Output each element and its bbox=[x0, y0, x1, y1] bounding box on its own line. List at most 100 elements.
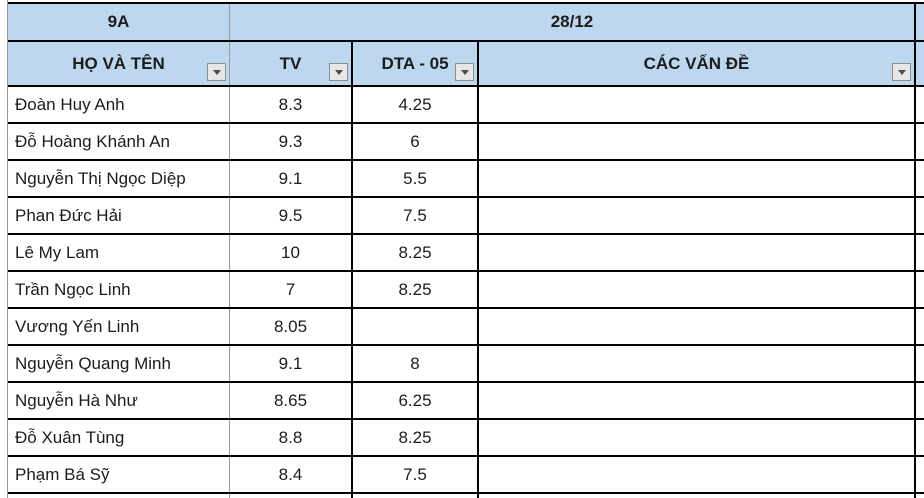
student-name: Đỗ Xuân Tùng bbox=[15, 427, 125, 447]
cell bbox=[479, 494, 916, 498]
table-row: Vương Yến Linh 8.05 bbox=[8, 309, 924, 346]
student-name-cell[interactable]: Đoàn Huy Anh bbox=[8, 87, 230, 122]
grade-table: 9A 28/12 HỌ VÀ TÊN TV DTA - 05 bbox=[7, 0, 924, 498]
header-row: HỌ VÀ TÊN TV DTA - 05 CÁC VẤN ĐỀ bbox=[8, 42, 924, 87]
filter-dropdown-button[interactable] bbox=[329, 63, 348, 81]
tv-score-cell[interactable]: 9.5 bbox=[230, 198, 353, 233]
tv-score: 8.05 bbox=[273, 316, 308, 336]
issues-cell[interactable] bbox=[479, 272, 916, 307]
table-row: Đoàn Huy Anh 8.3 4.25 bbox=[8, 87, 924, 124]
dta-score: 6.25 bbox=[398, 390, 432, 410]
date-label-cell[interactable]: 28/12 bbox=[230, 4, 916, 40]
cell bbox=[353, 494, 479, 498]
cutoff-cell bbox=[916, 124, 924, 159]
student-name: Đoàn Huy Anh bbox=[15, 94, 125, 114]
student-name-cell[interactable]: Đỗ Xuân Tùng bbox=[8, 420, 230, 455]
issues-cell[interactable] bbox=[479, 457, 916, 492]
class-label-cell[interactable]: 9A bbox=[8, 4, 230, 40]
header-label-name: HỌ VÀ TÊN bbox=[72, 53, 165, 73]
dta-score-cell[interactable]: 8.25 bbox=[353, 272, 479, 307]
table-row: Phan Đức Hải 9.5 7.5 bbox=[8, 198, 924, 235]
student-name-cell[interactable]: Phan Đức Hải bbox=[8, 198, 230, 233]
tv-score-cell[interactable]: 9.1 bbox=[230, 346, 353, 381]
chevron-down-icon bbox=[897, 69, 906, 75]
table-row: Nguyễn Hà Như 8.65 6.25 bbox=[8, 383, 924, 420]
tv-score-cell[interactable]: 8.4 bbox=[230, 457, 353, 492]
cell bbox=[916, 494, 924, 498]
tv-score: 9.5 bbox=[278, 205, 303, 225]
filter-dropdown-button[interactable] bbox=[455, 63, 474, 81]
cutoff-cell bbox=[916, 309, 924, 344]
student-name-cell[interactable]: Nguyễn Quang Minh bbox=[8, 346, 230, 381]
dta-score: 8 bbox=[410, 353, 420, 373]
dta-score-cell[interactable] bbox=[353, 309, 479, 344]
student-name-cell[interactable]: Nguyễn Hà Như bbox=[8, 383, 230, 418]
table-row: Phạm Bá Sỹ 8.4 7.5 bbox=[8, 457, 924, 494]
student-name-cell[interactable]: Vương Yến Linh bbox=[8, 309, 230, 344]
table-row: Đỗ Xuân Tùng 8.8 8.25 bbox=[8, 420, 924, 457]
table-row: Trần Ngọc Linh 7 8.25 bbox=[8, 272, 924, 309]
cutoff-cell bbox=[916, 346, 924, 381]
dta-score: 8.25 bbox=[398, 427, 432, 447]
issues-cell[interactable] bbox=[479, 198, 916, 233]
header-cell-name[interactable]: HỌ VÀ TÊN bbox=[8, 42, 230, 85]
issues-cell[interactable] bbox=[479, 235, 916, 270]
title-row: 9A 28/12 bbox=[8, 4, 924, 42]
student-name-cell[interactable]: Lê My Lam bbox=[8, 235, 230, 270]
header-cell-tv[interactable]: TV bbox=[230, 42, 353, 85]
cutoff-cell bbox=[916, 87, 924, 122]
dta-score-cell[interactable]: 8.25 bbox=[353, 235, 479, 270]
dta-score: 6 bbox=[410, 131, 420, 151]
tv-score-cell[interactable]: 8.3 bbox=[230, 87, 353, 122]
tv-score-cell[interactable]: 8.65 bbox=[230, 383, 353, 418]
header-cell-issues[interactable]: CÁC VẤN ĐỀ bbox=[479, 42, 916, 85]
student-name-cell[interactable]: Phạm Bá Sỹ bbox=[8, 457, 230, 492]
tv-score: 9.1 bbox=[278, 353, 303, 373]
student-name-cell[interactable]: Nguyễn Thị Ngọc Diệp bbox=[8, 161, 230, 196]
dta-score-cell[interactable]: 6 bbox=[353, 124, 479, 159]
cutoff-cell bbox=[916, 161, 924, 196]
dta-score-cell[interactable]: 7.5 bbox=[353, 457, 479, 492]
dta-score: 8.25 bbox=[398, 242, 432, 262]
issues-cell[interactable] bbox=[479, 124, 916, 159]
cutoff-cell bbox=[916, 383, 924, 418]
filter-dropdown-button[interactable] bbox=[207, 63, 226, 81]
dta-score-cell[interactable]: 4.25 bbox=[353, 87, 479, 122]
header-cell-dta[interactable]: DTA - 05 bbox=[353, 42, 479, 85]
tv-score-cell[interactable]: 9.1 bbox=[230, 161, 353, 196]
dta-score-cell[interactable]: 5.5 bbox=[353, 161, 479, 196]
dta-score-cell[interactable]: 6.25 bbox=[353, 383, 479, 418]
filter-dropdown-button[interactable] bbox=[892, 63, 911, 81]
cell bbox=[8, 494, 230, 498]
dta-score: 4.25 bbox=[398, 94, 432, 114]
cutoff-cell bbox=[916, 235, 924, 270]
table-row: Nguyễn Quang Minh 9.1 8 bbox=[8, 346, 924, 383]
dta-score-cell[interactable]: 8.25 bbox=[353, 420, 479, 455]
dta-score-cell[interactable]: 8 bbox=[353, 346, 479, 381]
header-label-tv: TV bbox=[279, 53, 302, 73]
tv-score-cell[interactable]: 9.3 bbox=[230, 124, 353, 159]
student-name: Đỗ Hoàng Khánh An bbox=[15, 131, 171, 151]
tv-score: 9.3 bbox=[278, 131, 303, 151]
tv-score-cell[interactable]: 10 bbox=[230, 235, 353, 270]
tv-score-cell[interactable]: 7 bbox=[230, 272, 353, 307]
issues-cell[interactable] bbox=[479, 420, 916, 455]
student-name-cell[interactable]: Trần Ngọc Linh bbox=[8, 272, 230, 307]
tv-score: 8.3 bbox=[278, 94, 303, 114]
issues-cell[interactable] bbox=[479, 346, 916, 381]
issues-cell[interactable] bbox=[479, 383, 916, 418]
student-name: Phạm Bá Sỹ bbox=[15, 464, 110, 484]
tv-score-cell[interactable]: 8.05 bbox=[230, 309, 353, 344]
partial-next-row bbox=[8, 494, 924, 498]
cutoff-cell bbox=[916, 272, 924, 307]
dta-score: 7.5 bbox=[403, 464, 427, 484]
student-name-cell[interactable]: Đỗ Hoàng Khánh An bbox=[8, 124, 230, 159]
tv-score-cell[interactable]: 8.8 bbox=[230, 420, 353, 455]
issues-cell[interactable] bbox=[479, 309, 916, 344]
tv-score: 8.4 bbox=[278, 464, 303, 484]
issues-cell[interactable] bbox=[479, 87, 916, 122]
issues-cell[interactable] bbox=[479, 161, 916, 196]
cutoff-cell bbox=[916, 198, 924, 233]
dta-score-cell[interactable]: 7.5 bbox=[353, 198, 479, 233]
